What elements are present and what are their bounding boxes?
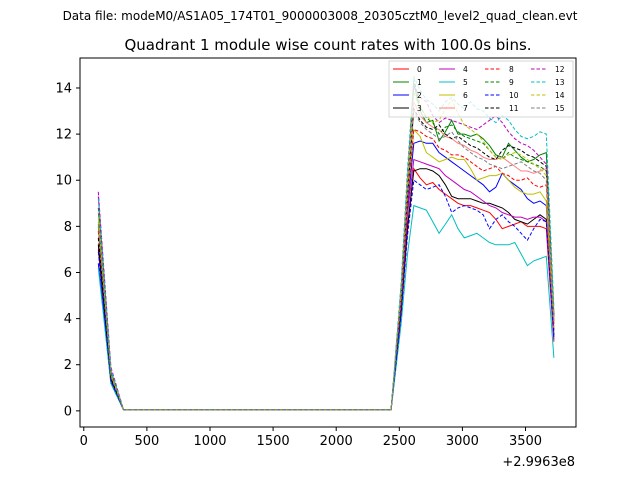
legend-label-7: 7	[463, 104, 468, 113]
y-tick-label: 12	[55, 128, 72, 143]
x-tick-label: 1000	[193, 434, 226, 449]
x-axis: 0 500 1000 1500 2000 2500 3000 3500	[80, 427, 542, 449]
y-axis: 0 2 4 6 8 10 12 14	[55, 81, 80, 419]
legend-label-15: 15	[555, 104, 565, 113]
legend-label-2: 2	[417, 91, 422, 100]
x-tick-label: 500	[134, 434, 159, 449]
plot-area: 0 500 1000 1500 2000 2500 3000 3500 02468101214…	[55, 57, 577, 449]
x-tick-label: 3000	[446, 434, 479, 449]
series-line-3	[97, 168, 555, 411]
legend-label-13: 13	[555, 78, 565, 87]
y-tick-label: 8	[64, 220, 72, 235]
legend-label-6: 6	[463, 91, 468, 100]
series-line-7	[97, 101, 555, 411]
series-line-14	[97, 92, 555, 411]
x-tick-label: 1500	[257, 434, 290, 449]
figure-suptitle: Data file: modeM0/AS1A05_174T01_90000030…	[63, 9, 578, 23]
series-line-13	[97, 76, 555, 411]
legend-label-3: 3	[417, 104, 422, 113]
y-tick-label: 4	[64, 312, 72, 327]
legend-label-10: 10	[509, 91, 519, 100]
x-tick-label: 2000	[320, 434, 353, 449]
legend-label-11: 11	[509, 104, 519, 113]
series-line-6	[97, 128, 555, 411]
series-line-0	[97, 167, 555, 411]
series-line-1	[97, 83, 555, 411]
legend-label-8: 8	[509, 65, 514, 74]
x-tick-label: 3500	[509, 434, 542, 449]
series-line-2	[97, 140, 555, 411]
series-line-5	[97, 204, 555, 411]
x-offset-label: +2.9963e8	[502, 455, 575, 470]
y-tick-label: 10	[55, 174, 72, 189]
series-line-12	[97, 83, 555, 411]
legend-label-0: 0	[417, 65, 422, 74]
legend-label-1: 1	[417, 78, 422, 87]
series-line-15	[97, 109, 555, 411]
legend-label-14: 14	[555, 91, 565, 100]
y-tick-label: 2	[64, 358, 72, 373]
chart-title: Quadrant 1 module wise count rates with …	[124, 36, 531, 54]
legend-label-9: 9	[509, 78, 514, 87]
series-line-10	[97, 179, 555, 411]
legend-label-12: 12	[555, 65, 565, 74]
y-tick-label: 0	[64, 404, 72, 419]
x-tick-label: 0	[80, 434, 88, 449]
series-line-9	[97, 78, 555, 411]
legend-label-5: 5	[463, 78, 468, 87]
x-tick-label: 2500	[383, 434, 416, 449]
axes-frame	[79, 57, 577, 428]
series-lines	[97, 76, 555, 411]
series-line-11	[97, 106, 555, 411]
series-line-8	[97, 128, 555, 411]
series-line-4	[97, 158, 555, 411]
y-tick-label: 14	[55, 81, 72, 96]
y-tick-label: 6	[64, 266, 72, 281]
legend-label-4: 4	[463, 65, 468, 74]
